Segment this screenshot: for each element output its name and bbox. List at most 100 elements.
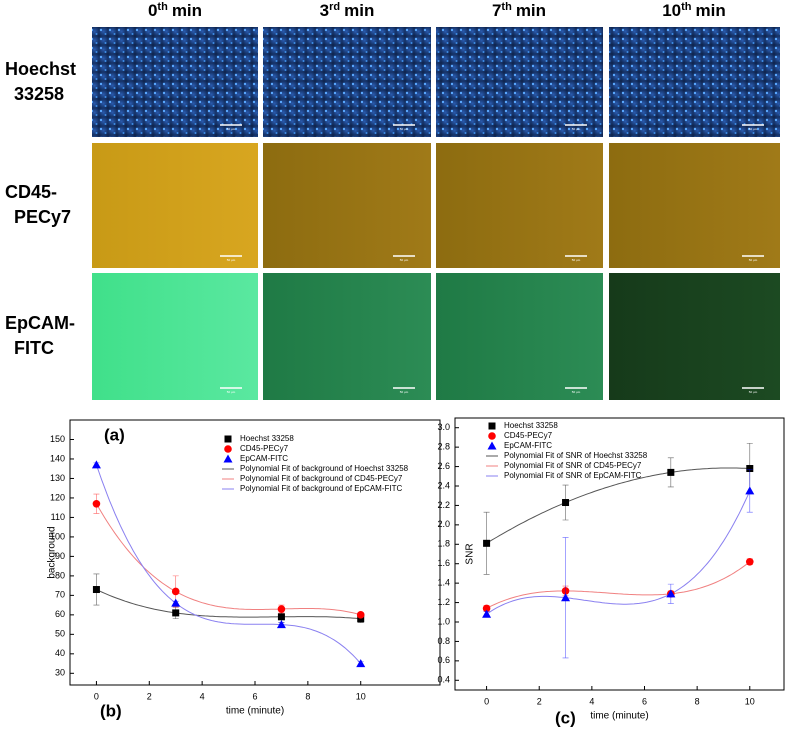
- x-axis-label: time (minute): [590, 711, 648, 722]
- legend-marker: [224, 445, 232, 453]
- legend-label: Polynomial Fit of SNR of EpCAM-FITC: [504, 471, 642, 480]
- y-tick-label: 60: [55, 609, 65, 619]
- legend-label: EpCAM-FITC: [240, 454, 288, 463]
- x-tick-label: 10: [745, 696, 755, 706]
- micrograph: [436, 27, 603, 137]
- micrograph: [263, 273, 431, 400]
- x-tick-label: 2: [537, 696, 542, 706]
- column-number: 3: [320, 1, 329, 20]
- micrograph: [436, 273, 603, 400]
- scale-bar-label: 50 µm: [749, 127, 758, 131]
- data-point: [91, 460, 101, 469]
- data-point: [92, 499, 101, 508]
- y-axis-label: background: [47, 526, 58, 578]
- y-axis-label: SNR: [465, 543, 476, 564]
- y-tick-label: 2.2: [437, 500, 450, 510]
- micrograph: [436, 143, 603, 268]
- column-number: 10: [662, 1, 681, 20]
- y-tick-label: 0.6: [437, 655, 450, 665]
- scale-bar-label: 50 µm: [400, 258, 409, 262]
- scale-bar-label: 50 µm: [572, 390, 581, 394]
- panel-label: (a): [104, 425, 125, 444]
- micrograph: [92, 27, 258, 137]
- micrograph: [609, 143, 780, 268]
- y-tick-label: 1.2: [437, 597, 450, 607]
- data-point: [276, 620, 286, 629]
- column-header: 3rd min: [320, 1, 375, 21]
- data-point: [745, 557, 754, 566]
- y-tick-label: 140: [50, 453, 65, 463]
- y-tick-label: 0.4: [437, 675, 450, 685]
- row-label-line: 33258: [14, 84, 64, 104]
- data-point: [171, 598, 181, 607]
- panel-label: (b): [100, 701, 122, 720]
- data-point: [482, 609, 492, 618]
- y-tick-label: 90: [55, 551, 65, 561]
- x-tick-label: 6: [642, 696, 647, 706]
- y-tick-label: 30: [55, 668, 65, 678]
- x-tick-label: 0: [484, 696, 489, 706]
- fit-curve: [486, 561, 751, 609]
- column-unit: min: [344, 1, 374, 20]
- legend-label: Polynomial Fit of background of CD45-PEC…: [240, 474, 403, 483]
- column-number: 0: [148, 1, 157, 20]
- row-label-line: CD45-: [5, 182, 57, 202]
- scale-bar-label: 50 µm: [749, 258, 758, 262]
- y-tick-label: 2.6: [437, 461, 450, 471]
- panel-label: (c): [555, 708, 576, 727]
- column-number: 7: [492, 1, 501, 20]
- data-point: [92, 586, 100, 594]
- legend-label: Hoechst 33258: [240, 434, 294, 443]
- fit-curve: [486, 467, 750, 544]
- row-label-line: PECy7: [14, 207, 71, 227]
- plot-frame: [454, 417, 785, 691]
- data-point: [356, 611, 365, 619]
- column-unit: min: [696, 1, 726, 20]
- y-tick-label: 130: [50, 473, 65, 483]
- scale-bar-label: 50 µm: [572, 127, 581, 131]
- fit-curve: [95, 503, 361, 616]
- data-point: [482, 604, 491, 613]
- x-tick-label: 8: [695, 696, 700, 706]
- x-tick-label: 2: [147, 691, 152, 701]
- scale-bar-label: 50 µm: [227, 127, 236, 131]
- y-tick-label: 40: [55, 648, 65, 658]
- scale-bar-label: 50 µm: [400, 390, 409, 394]
- legend-marker: [223, 454, 233, 463]
- row-label-line: FITC: [14, 338, 54, 358]
- legend-marker: [488, 422, 496, 430]
- legend-label: EpCAM-FITC: [504, 441, 552, 450]
- row-label-line: Hoechst: [5, 59, 76, 79]
- y-tick-label: 120: [50, 492, 65, 502]
- fit-curve: [95, 464, 362, 664]
- legend-label: CD45-PECy7: [240, 444, 289, 453]
- x-tick-label: 4: [200, 691, 205, 701]
- fit-curve: [96, 589, 361, 620]
- legend-label: Polynomial Fit of SNR of Hoechst 33258: [504, 451, 648, 460]
- x-tick-label: 6: [252, 691, 257, 701]
- data-point: [171, 587, 180, 596]
- y-tick-label: 70: [55, 590, 65, 600]
- y-tick-label: 2.4: [437, 480, 450, 490]
- x-tick-label: 4: [589, 696, 594, 706]
- legend-label: CD45-PECy7: [504, 431, 553, 440]
- scale-bar-label: 50 µm: [227, 258, 236, 262]
- column-unit: min: [516, 1, 546, 20]
- row-label: CD45- PECy7: [5, 182, 71, 227]
- data-point: [746, 465, 754, 473]
- y-tick-label: 3.0: [437, 422, 450, 432]
- image-grid: [92, 27, 780, 400]
- data-point: [277, 605, 286, 613]
- data-point: [356, 659, 366, 668]
- legend-marker: [488, 432, 496, 440]
- y-tick-label: 1.6: [437, 558, 450, 568]
- fit-curve: [486, 490, 751, 615]
- legend-marker: [487, 441, 497, 450]
- scale-bar-label: 50 µm: [749, 390, 758, 394]
- data-point: [562, 499, 570, 507]
- data-point: [483, 539, 491, 547]
- data-point: [666, 589, 676, 598]
- legend-label: Hoechst 33258: [504, 421, 558, 430]
- y-tick-label: 1.0: [437, 616, 450, 626]
- y-tick-label: 2.8: [437, 442, 450, 452]
